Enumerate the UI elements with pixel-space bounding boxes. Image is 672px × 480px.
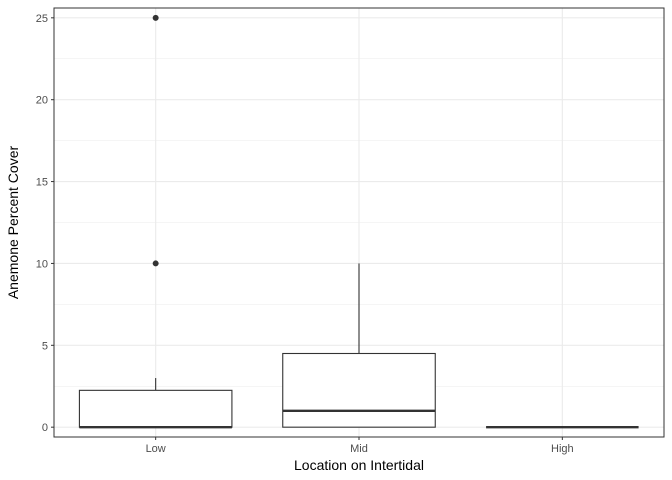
- box-body: [282, 352, 436, 428]
- y-tick-label: 0: [42, 422, 48, 434]
- outlier-point: [152, 14, 159, 21]
- x-axis: Low Mid High: [146, 437, 574, 455]
- y-tick-label: 20: [36, 95, 48, 107]
- y-tick-label: 25: [36, 13, 48, 25]
- y-axis-title: Anemone Percent Cover: [5, 146, 21, 300]
- y-axis: 0 5 10 15 20 25: [36, 13, 54, 434]
- y-tick-label: 10: [36, 258, 48, 270]
- box-body: [78, 389, 233, 428]
- y-tick-label: 5: [42, 340, 48, 352]
- x-tick-label: Low: [146, 443, 166, 455]
- box-low: [78, 14, 233, 429]
- boxes-layer: [78, 14, 639, 429]
- box-mid: [282, 263, 436, 428]
- outlier-point: [152, 260, 159, 267]
- x-tick-label: Mid: [350, 443, 368, 455]
- x-axis-title: Location on Intertidal: [294, 457, 424, 473]
- x-tick-label: High: [551, 443, 574, 455]
- y-tick-label: 15: [36, 177, 48, 189]
